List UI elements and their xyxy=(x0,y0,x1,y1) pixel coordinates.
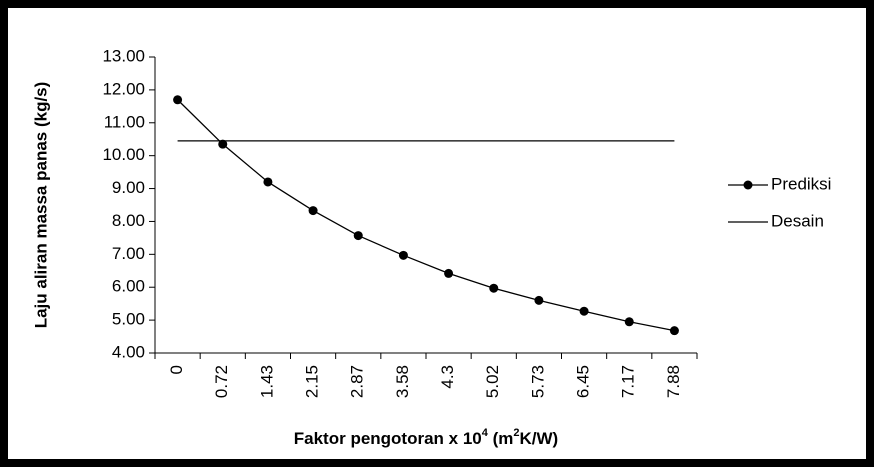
data-point xyxy=(218,139,228,149)
y-tick-label: 11.00 xyxy=(104,112,145,131)
x-tick-label: 0 xyxy=(167,365,186,374)
x-label-sup: 4 xyxy=(482,427,489,439)
y-tick-label: 4.00 xyxy=(112,342,145,361)
y-tick-label: 12.00 xyxy=(102,79,145,98)
x-tick-label: 0.72 xyxy=(212,365,231,398)
x-tick-label: 4.3 xyxy=(438,365,457,389)
x-tick-label: 5.73 xyxy=(528,365,547,398)
x-label-part: K/W) xyxy=(520,429,559,448)
data-point xyxy=(308,206,318,216)
x-tick-label: 7.17 xyxy=(619,365,638,398)
x-tick-label: 1.43 xyxy=(257,365,276,398)
y-tick-label: 10.00 xyxy=(102,145,145,164)
y-tick-label: 9.00 xyxy=(112,178,145,197)
y-tick-label: 7.00 xyxy=(112,244,145,263)
data-point xyxy=(263,177,273,187)
x-tick-label: 2.87 xyxy=(348,365,367,398)
legend-label: Desain xyxy=(771,211,824,230)
x-tick-label: 5.02 xyxy=(483,365,502,398)
data-point xyxy=(624,317,634,327)
data-point xyxy=(489,283,499,293)
x-tick-label: 7.88 xyxy=(664,365,683,398)
x-tick-label: 3.58 xyxy=(393,365,412,398)
data-point xyxy=(579,306,589,316)
legend-label: Prediksi xyxy=(771,174,831,193)
data-point xyxy=(669,326,679,336)
x-tick-label: 2.15 xyxy=(303,365,322,398)
x-label-sup: 2 xyxy=(513,427,519,439)
y-axis-label: Laju aliran massa panas (kg/s) xyxy=(31,82,50,329)
y-tick-label: 13.00 xyxy=(102,46,145,65)
x-label-part: Faktor pengotoran x 10 xyxy=(294,429,482,448)
legend-marker xyxy=(743,180,753,190)
data-point xyxy=(353,231,363,241)
data-point xyxy=(534,295,544,305)
y-tick-label: 6.00 xyxy=(112,277,145,296)
x-tick-label: 6.45 xyxy=(574,365,593,398)
data-point xyxy=(398,250,408,260)
data-point xyxy=(173,95,183,105)
series-line xyxy=(177,99,675,332)
x-axis-label: Faktor pengotoran x 104 (m2K/W) xyxy=(294,427,558,449)
y-tick-label: 5.00 xyxy=(112,310,145,329)
y-tick-label: 8.00 xyxy=(112,211,145,230)
data-point xyxy=(444,268,454,278)
x-label-part: (m xyxy=(488,429,514,448)
